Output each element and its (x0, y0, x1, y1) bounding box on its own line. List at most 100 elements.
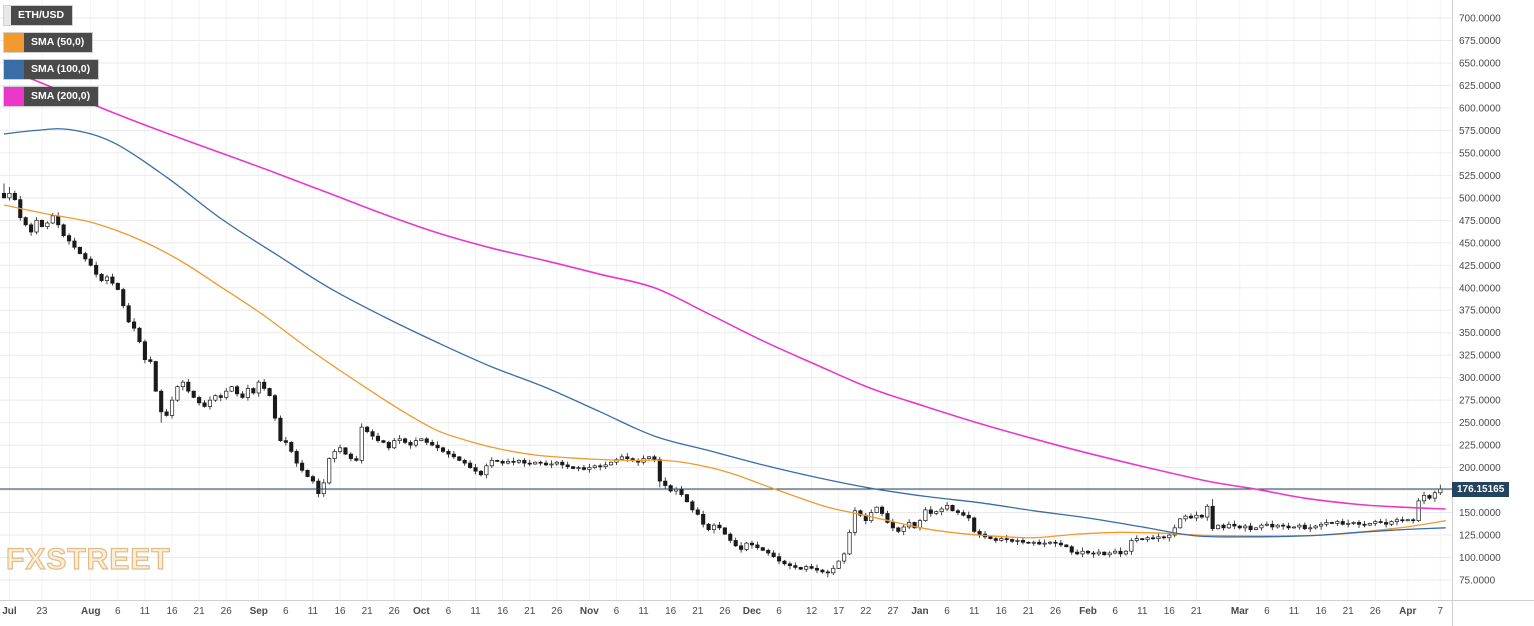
candle-body (657, 459, 662, 482)
y-axis-label: 500.0000 (1459, 193, 1501, 204)
candle-body (375, 435, 381, 441)
candle-body (955, 510, 960, 513)
candle-body (1319, 523, 1324, 527)
candle-body (94, 264, 99, 275)
y-axis-label: 100.0000 (1459, 553, 1501, 564)
candle-body (121, 289, 126, 307)
candle-body (66, 235, 72, 242)
candle-body (39, 219, 44, 227)
candle-body (646, 456, 652, 459)
candle-body (235, 386, 240, 395)
candle-body (240, 393, 245, 398)
candle-body (1259, 524, 1264, 529)
candle-body (939, 508, 944, 513)
candle-body (760, 547, 765, 551)
candle-body (245, 388, 250, 398)
candle-body (1042, 542, 1047, 545)
candle-body (289, 442, 294, 452)
candle-body (977, 531, 982, 535)
candle-body (1113, 550, 1118, 554)
candle-body (365, 426, 370, 432)
x-axis-label: 26 (1370, 606, 1382, 617)
x-axis-label: 21 (362, 606, 374, 617)
y-axis-label: 525.0000 (1459, 171, 1501, 182)
x-axis-label: 21 (1191, 606, 1203, 617)
candle-body (847, 531, 852, 555)
candle-body (148, 359, 153, 362)
y-axis-label: 375.0000 (1459, 306, 1501, 317)
candle-body (1140, 538, 1145, 540)
candle-body (1096, 551, 1101, 555)
last-price-badge: 176.15165 (1452, 481, 1510, 497)
candle-body (766, 549, 771, 554)
candle-body (581, 467, 586, 470)
y-axis-label: 300.0000 (1459, 373, 1501, 384)
x-axis-label: 6 (446, 606, 452, 617)
candle-body (684, 494, 689, 503)
candle-body (419, 438, 424, 441)
candle-body (1145, 537, 1150, 540)
sma-200-0-line (3, 66, 1446, 510)
candle-body (993, 538, 998, 541)
x-axis-label: 26 (719, 606, 731, 617)
candle-body (1205, 505, 1210, 518)
y-axis-label: 475.0000 (1459, 216, 1501, 227)
y-axis-label: 425.0000 (1459, 261, 1501, 272)
fxstreet-watermark: FXSTREET (5, 542, 171, 576)
candle-body (104, 276, 110, 281)
legend-sma200-chip[interactable]: SMA (200,0) (4, 87, 99, 106)
candle-body (142, 341, 147, 361)
candle-body (337, 447, 343, 452)
x-axis-label: Aug (81, 606, 100, 617)
x-axis-label: Mar (1231, 606, 1249, 617)
candle-body (1340, 521, 1345, 525)
sma200-swatch (4, 87, 24, 106)
candle-body (403, 438, 408, 443)
candle-body (7, 192, 12, 199)
candle-body (256, 381, 261, 394)
candle-body (218, 395, 223, 398)
candle-body (1037, 541, 1042, 545)
candle-body (153, 361, 158, 392)
candle-body (1421, 495, 1427, 502)
candle-body (999, 538, 1004, 541)
y-axis-label: 625.0000 (1459, 81, 1501, 92)
x-axis-label: 21 (524, 606, 536, 617)
candle-body (457, 456, 462, 461)
candle-body (175, 386, 180, 401)
candle-body (1378, 521, 1383, 523)
candle-body (50, 215, 55, 224)
legend-sma50-chip[interactable]: SMA (50,0) (4, 33, 93, 52)
x-axis-label: 11 (1137, 606, 1148, 617)
candle-body (1362, 523, 1367, 526)
y-axis-label: 275.0000 (1459, 396, 1501, 407)
right-axis-panel[interactable] (1452, 0, 1534, 626)
candle-body (1102, 551, 1107, 556)
candle-body (12, 192, 17, 200)
x-axis-label: 11 (308, 606, 319, 617)
candle-body (115, 282, 120, 290)
candle-body (809, 566, 814, 569)
candle-body (484, 465, 489, 476)
x-axis-label: Jan (911, 606, 928, 617)
legend-symbol-chip[interactable]: ETH/USD (4, 6, 73, 25)
candle-body (1248, 525, 1253, 530)
x-axis-label: 16 (497, 606, 509, 617)
candle-body (451, 453, 456, 458)
candle-body (34, 219, 39, 233)
candle-body (549, 463, 554, 466)
candle-body (1226, 523, 1231, 529)
x-axis-label: 6 (1264, 606, 1270, 617)
candle-body (83, 253, 88, 260)
legend-sma100-chip[interactable]: SMA (100,0) (4, 60, 99, 79)
candle-body (608, 461, 614, 466)
candle-body (879, 506, 885, 514)
candle-body (728, 533, 733, 541)
candle-body (1405, 519, 1410, 522)
candle-body (169, 399, 175, 416)
candle-body (468, 462, 473, 468)
candle-body (1356, 522, 1362, 525)
candle-body (1329, 522, 1334, 524)
candle-body (961, 512, 966, 516)
